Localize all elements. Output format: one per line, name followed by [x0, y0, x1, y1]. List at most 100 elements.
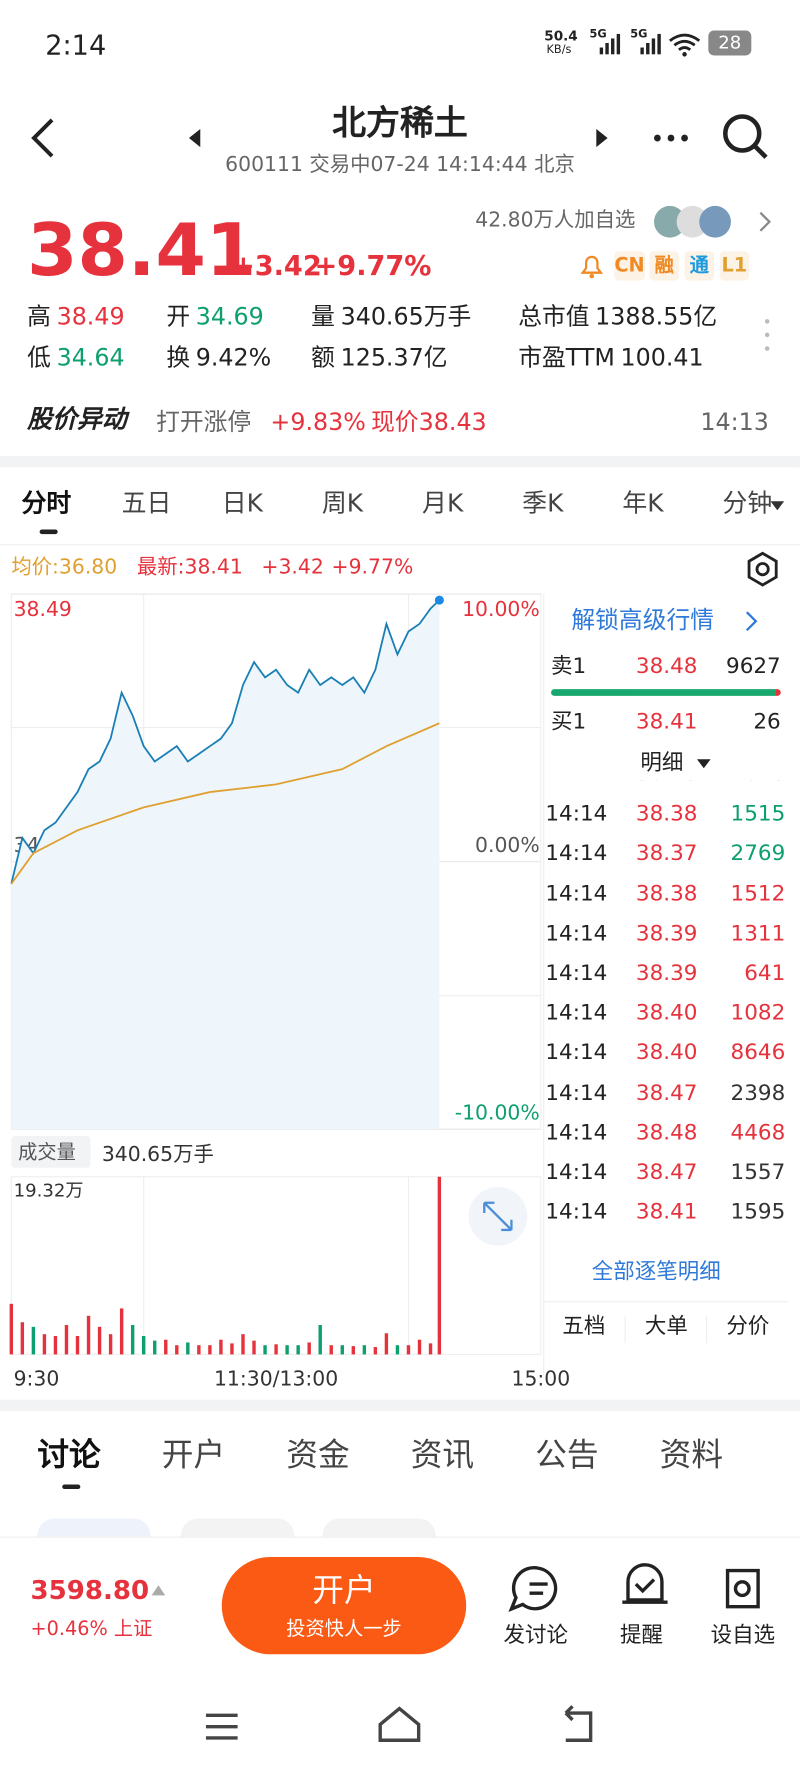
more-button[interactable]: [651, 124, 696, 151]
stock-name: 北方稀土: [332, 104, 468, 144]
volume-bar: [428, 1343, 433, 1355]
trade-vol: 1046: [679, 781, 786, 786]
price-line: [10, 599, 440, 885]
next-stock[interactable]: [594, 127, 610, 150]
battery: 28: [708, 30, 752, 56]
buy1-price: 38.41: [635, 709, 698, 735]
content-tab[interactable]: 资料: [659, 1435, 724, 1474]
side-tab[interactable]: 大单: [624, 1315, 708, 1344]
status-time: 2:14: [45, 29, 107, 62]
avg-price: 均价:36.80: [11, 555, 118, 580]
action-label[interactable]: 提醒: [620, 1622, 664, 1648]
y2-tick-label: 10.00%: [462, 597, 540, 621]
volume-bar: [340, 1345, 344, 1355]
badge: 通: [684, 251, 714, 281]
trade-price: 38.39: [635, 960, 698, 986]
volume-bar: [241, 1334, 245, 1355]
side-tab[interactable]: 分价: [706, 1315, 789, 1344]
trade-vol: 641: [744, 960, 786, 986]
order-ratio-bar: [551, 689, 781, 696]
search-button[interactable]: [720, 111, 772, 163]
trade-vol: 1557: [730, 1159, 786, 1185]
open-account-button[interactable]: [221, 1556, 467, 1655]
content-tab[interactable]: 公告: [535, 1435, 599, 1474]
stat-label: 量: [311, 303, 335, 331]
arrow-shape: [770, 501, 785, 511]
action-icons: [508, 1563, 760, 1613]
back-button[interactable]: [23, 113, 68, 163]
trade-price: 38.40: [635, 1000, 698, 1026]
volume-bar: [351, 1346, 356, 1355]
trade-price: 38.41: [635, 1199, 698, 1225]
buy1-label: 买1: [551, 709, 587, 735]
sell1-label: 卖1: [551, 654, 587, 679]
volume-bar: [318, 1324, 322, 1355]
chart-tab[interactable]: 日K: [221, 489, 264, 519]
divider: [0, 544, 800, 546]
trade-time: 14:14: [545, 1199, 608, 1225]
chart-tab[interactable]: 分时: [21, 489, 72, 519]
avatars[interactable]: [652, 204, 776, 240]
volume-bar: [119, 1308, 124, 1355]
volume-bar: [417, 1339, 422, 1355]
bell-icon[interactable]: [577, 251, 606, 280]
volume-bar: [64, 1324, 69, 1355]
chart-tab[interactable]: 五日: [121, 489, 172, 519]
volume-bar: [285, 1345, 289, 1355]
volume-bar: [175, 1345, 179, 1355]
latest-price: 最新:38.41: [136, 555, 243, 580]
sell1-price: 38.48: [635, 654, 698, 679]
trade-vol: 4468: [730, 1119, 786, 1145]
content-tab[interactable]: 资讯: [410, 1435, 475, 1474]
trade-price: 38.48: [635, 1119, 698, 1145]
volume-bar: [252, 1340, 256, 1355]
chart-tab[interactable]: 分钟: [722, 489, 773, 519]
stat-label: 额: [311, 343, 335, 372]
trade-price: 38.40: [635, 1040, 698, 1066]
cta-sub: 投资快人一步: [286, 1618, 402, 1641]
content-tab[interactable]: 资金: [286, 1435, 350, 1474]
volume-bar: [75, 1336, 80, 1355]
trade-time: 14:14: [545, 781, 607, 786]
trade-time: 14:14: [545, 920, 608, 946]
action-label[interactable]: 设自选: [710, 1622, 776, 1648]
trade-time: 14:14: [545, 841, 608, 867]
y-tick-label: 38.49: [14, 597, 72, 621]
stat-value: 1388.55亿: [595, 303, 718, 331]
alert-text: 打开涨停: [156, 408, 252, 436]
settings-icon[interactable]: [743, 550, 781, 588]
stat-label: 总市值: [518, 303, 590, 331]
alert-current: 现价38.43: [371, 408, 487, 436]
chart-tab[interactable]: 周K: [321, 489, 364, 519]
chart-tab[interactable]: 月K: [422, 489, 464, 519]
last-price-dot: [434, 595, 444, 605]
chart-tab[interactable]: 季K: [522, 489, 564, 519]
trade-vol: 2769: [730, 841, 786, 867]
y2-tick-label: 0.00%: [475, 833, 540, 857]
stock-subtitle: 600111 交易中07-24 14:14:44 北京: [225, 152, 575, 177]
volume-label: 成交量: [18, 1141, 76, 1165]
volume-bar: [31, 1326, 36, 1355]
detail-toggle[interactable]: 明细: [640, 750, 684, 776]
tab-indicator: [62, 1484, 81, 1490]
stats-more[interactable]: [760, 317, 774, 358]
volume-bar: [20, 1322, 25, 1355]
trade-time: 14:14: [545, 880, 608, 906]
unlock-link[interactable]: 解锁高级行情: [571, 606, 714, 634]
prev-stock[interactable]: [187, 127, 203, 150]
info-change: +3.42: [261, 555, 324, 580]
trade-price: 38.38: [635, 880, 698, 906]
content-tab[interactable]: 开户: [161, 1435, 226, 1474]
action-label[interactable]: 发讨论: [503, 1622, 569, 1648]
badge: CN: [614, 251, 645, 281]
volume-bar: [362, 1345, 367, 1355]
volume-bar: [307, 1342, 311, 1355]
volume-bar: [153, 1340, 157, 1355]
chart-tab[interactable]: 年K: [622, 489, 664, 519]
all-trades-link[interactable]: 全部逐笔明细: [591, 1259, 721, 1285]
net-unit: KB/s: [546, 44, 572, 57]
side-tab[interactable]: 五档: [562, 1313, 606, 1339]
cta-text: 开户: [312, 1571, 376, 1609]
content-tab[interactable]: 讨论: [37, 1435, 101, 1474]
